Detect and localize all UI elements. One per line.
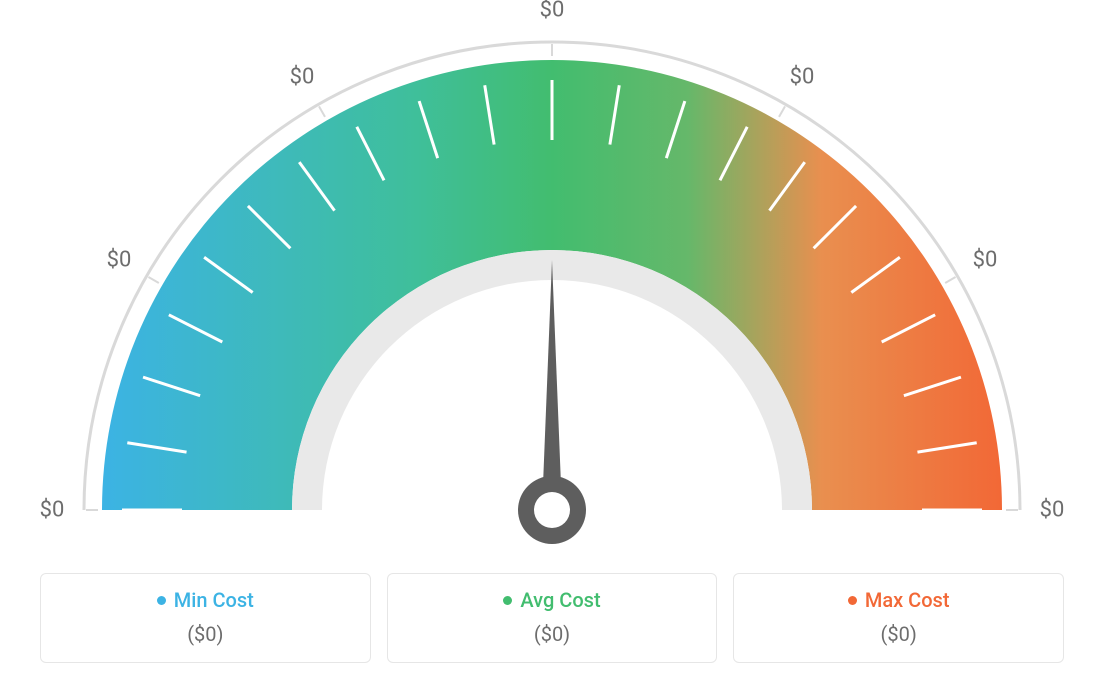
legend-label-min: Min Cost (174, 588, 254, 612)
gauge-tick-label: $0 (40, 498, 65, 523)
gauge-tick-label: $0 (1040, 498, 1065, 523)
legend-value-max: ($0) (744, 622, 1053, 646)
legend-label-max: Max Cost (865, 588, 950, 612)
gauge-tick-label: $0 (973, 248, 998, 273)
legend-value-avg: ($0) (398, 622, 707, 646)
legend-title-avg: Avg Cost (503, 588, 600, 612)
legend-card-max: Max Cost ($0) (733, 573, 1064, 663)
legend-dot-max (848, 596, 857, 605)
legend-row: Min Cost ($0) Avg Cost ($0) Max Cost ($0… (40, 573, 1064, 663)
gauge-tick-label: $0 (540, 0, 565, 23)
gauge-tick-label: $0 (107, 248, 132, 273)
legend-label-avg: Avg Cost (520, 588, 600, 612)
legend-dot-min (157, 596, 166, 605)
legend-value-min: ($0) (51, 622, 360, 646)
gauge-chart-container: $0 $0 $0 $0 $0 $0 $0 Min Cost ($0) Avg Cost ($… (0, 0, 1104, 690)
legend-dot-avg (503, 596, 512, 605)
gauge-svg (52, 10, 1052, 570)
legend-card-avg: Avg Cost ($0) (387, 573, 718, 663)
legend-title-max: Max Cost (848, 588, 950, 612)
gauge-tick-label: $0 (790, 64, 815, 89)
legend-title-min: Min Cost (157, 588, 254, 612)
gauge-wrap: $0 $0 $0 $0 $0 $0 $0 (0, 0, 1104, 560)
legend-card-min: Min Cost ($0) (40, 573, 371, 663)
gauge-tick-label: $0 (290, 64, 315, 89)
